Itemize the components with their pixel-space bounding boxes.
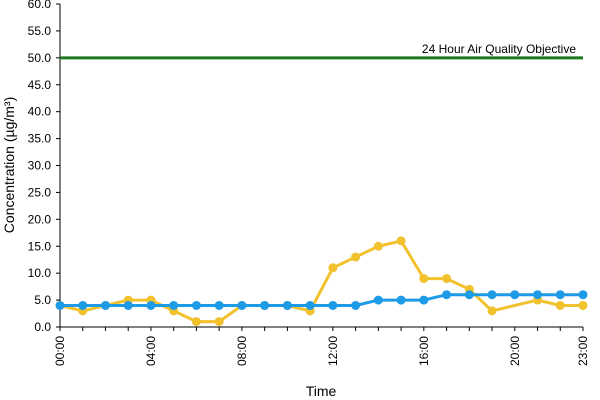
y-tick-label: 15.0 — [28, 239, 52, 253]
series-1-point — [373, 241, 383, 251]
series-2-point — [487, 290, 497, 300]
x-tick-label: 23:00 — [576, 336, 590, 366]
series-1-line — [59, 239, 583, 324]
y-tick-label: 45.0 — [28, 78, 52, 92]
series-2-point — [396, 295, 406, 305]
x-tick-label: 08:00 — [235, 336, 249, 366]
series-1-point — [487, 306, 497, 316]
series-2-point — [123, 300, 133, 310]
y-tick-label: 40.0 — [28, 105, 52, 119]
series-2-point — [442, 290, 452, 300]
series-2-point — [373, 295, 383, 305]
y-tick-label: 20.0 — [28, 212, 52, 226]
series-1-point — [396, 236, 406, 246]
series-2-point — [282, 300, 292, 310]
series-2 — [55, 290, 588, 310]
series-1-point — [191, 317, 201, 327]
y-tick-label: 25.0 — [28, 185, 52, 199]
series-2-point — [260, 300, 270, 310]
reference-line-label: 24 Hour Air Quality Objective — [422, 42, 576, 56]
y-axis-title: Concentration (µg/m³) — [1, 97, 17, 233]
x-axis-title: Time — [306, 383, 337, 399]
series-1-point — [214, 317, 224, 327]
y-axis: 0.0 5.0 10.0 15.0 20.0 25.0 30.0 35.0 40.0 45.0 50… — [28, 0, 61, 334]
series-2-point — [510, 290, 520, 300]
y-tick-label: 30.0 — [28, 159, 52, 173]
series-2-point — [169, 300, 179, 310]
series-2-point — [237, 300, 247, 310]
series-2-point — [191, 300, 201, 310]
series-2-point — [328, 300, 338, 310]
series-1-point — [578, 300, 588, 310]
x-tick-label: 16:00 — [417, 336, 431, 366]
series-2-point — [55, 300, 65, 310]
series-1-point — [351, 252, 361, 262]
series-2-point — [305, 300, 315, 310]
series-group — [55, 236, 588, 327]
y-tick-label: 0.0 — [34, 320, 51, 334]
y-tick-label: 55.0 — [28, 24, 52, 38]
y-tick-label: 10.0 — [28, 266, 52, 280]
series-2-point — [100, 300, 110, 310]
series-2-point — [533, 290, 543, 300]
series-1-point — [328, 263, 338, 273]
x-tick-label: 12:00 — [326, 336, 340, 366]
y-tick-label: 35.0 — [28, 132, 52, 146]
series-2-point — [78, 300, 88, 310]
series-1-point — [442, 274, 452, 284]
series-1 — [55, 236, 588, 327]
series-1-point — [555, 300, 565, 310]
x-axis: 00:00 04:00 08:00 12:00 16:00 20:00 23:00 — [53, 326, 590, 366]
series-2-point — [146, 300, 156, 310]
series-1-point — [419, 274, 429, 284]
series-2-point — [419, 295, 429, 305]
series-2-point — [214, 300, 224, 310]
y-tick-label: 60.0 — [28, 0, 52, 11]
series-2-point — [578, 290, 588, 300]
x-tick-label: 00:00 — [53, 336, 67, 366]
x-tick-label: 04:00 — [144, 336, 158, 366]
y-tick-label: 5.0 — [34, 293, 51, 307]
x-tick-label: 20:00 — [508, 336, 522, 366]
y-tick-label: 50.0 — [28, 51, 52, 65]
series-2-point — [464, 290, 474, 300]
series-2-point — [555, 290, 565, 300]
series-2-point — [351, 300, 361, 310]
